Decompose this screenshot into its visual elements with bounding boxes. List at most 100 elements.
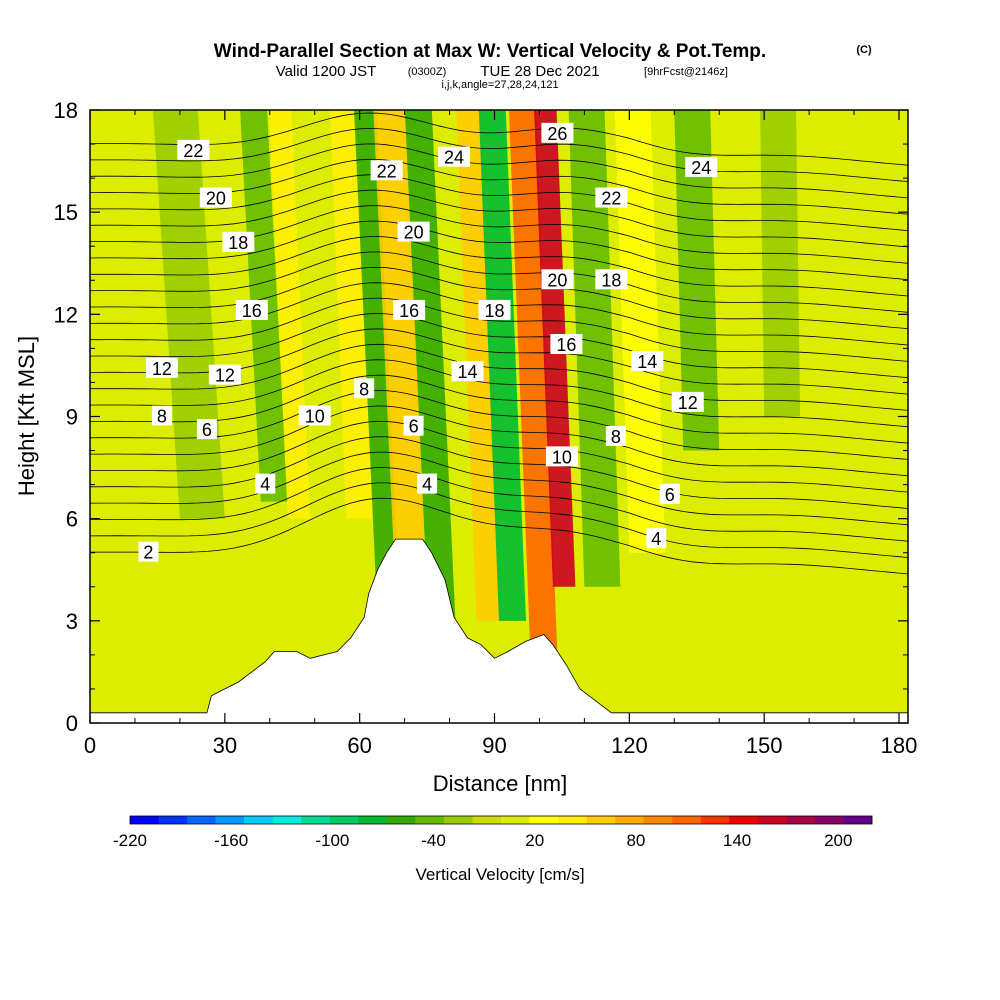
contour-label: 24	[444, 148, 464, 168]
colorbar-swatch	[615, 816, 644, 824]
isentrope-line	[90, 174, 908, 231]
valid-time-utc: (0300Z)	[408, 66, 447, 78]
copyright-mark: (C)	[856, 44, 872, 56]
contour-label-box	[196, 419, 217, 440]
x-tick-label: 150	[746, 733, 783, 758]
colorbar-swatch	[415, 816, 445, 824]
contour-label-box	[595, 187, 628, 208]
contour-label-box	[545, 446, 578, 467]
x-tick-label: 30	[213, 733, 237, 758]
colorbar-swatch	[358, 816, 388, 824]
contour-labels: 22 20 18 16 12 12 8 6 4 2 10 8 22 24 26 20 16 18 14 6 4 20 18 2…	[138, 122, 718, 563]
isentrope-line	[90, 451, 908, 526]
y-axis-title: Height [Kft MSL]	[14, 336, 39, 496]
colorbar-swatch	[643, 816, 673, 824]
colorbar-swatch	[843, 816, 873, 824]
velocity-band	[152, 110, 225, 519]
x-axis-title: Distance [nm]	[433, 771, 568, 796]
contour-label-box	[222, 231, 255, 252]
contour-label-box	[393, 299, 426, 320]
colorbar-swatch	[187, 816, 216, 824]
isentrope-line	[90, 390, 908, 460]
valid-date: TUE 28 Dec 2021	[480, 63, 599, 80]
colorbar: -220 -160 -100 -40 20 80 140 200	[113, 815, 873, 850]
colorbar-swatch	[672, 816, 702, 824]
contour-label-box	[438, 146, 471, 167]
contour-label-box	[298, 405, 331, 426]
isentrope-line	[90, 497, 908, 575]
contour-label-box	[145, 357, 178, 378]
contour-label: 12	[152, 359, 172, 379]
isentrope-line	[90, 482, 908, 558]
contour-label: 20	[404, 223, 424, 243]
y-tick-label: 3	[66, 609, 78, 634]
contour-label-box	[255, 473, 276, 494]
isentrope-line	[90, 374, 908, 444]
forecast-tag: [9hrFcst@2146z]	[644, 66, 728, 78]
contour-label-box	[354, 378, 375, 399]
colorbar-swatch	[814, 816, 844, 824]
contour-label-box	[403, 415, 424, 436]
velocity-band	[508, 110, 558, 655]
velocity-band	[478, 110, 526, 621]
contour-label: 4	[422, 475, 432, 495]
y-tick-label: 9	[66, 405, 78, 430]
colorbar-swatch	[272, 816, 302, 824]
contour-label: 16	[556, 335, 576, 355]
isentrope-line	[90, 266, 908, 330]
isentrope-line	[90, 127, 908, 182]
x-tick-label: 60	[347, 733, 371, 758]
velocity-band	[404, 110, 459, 689]
contour-label-box	[177, 139, 210, 160]
colorbar-frame	[129, 815, 873, 825]
colorbar-swatch	[586, 816, 616, 824]
colorbar-tick-label: 80	[626, 831, 645, 850]
colorbar-swatch	[386, 816, 416, 824]
contour-label-box	[685, 156, 718, 177]
contour-label: 6	[409, 417, 419, 437]
colorbar-tick-label: 200	[824, 831, 852, 850]
isentrope-line	[90, 112, 908, 166]
y-tick-label: 0	[66, 711, 78, 736]
contour-label: 20	[547, 270, 567, 290]
colorbar-tick-label: -40	[421, 831, 446, 850]
colorbar-swatch	[472, 816, 502, 824]
isentrope-line	[90, 297, 908, 362]
contour-label: 18	[228, 233, 248, 253]
velocity-band	[760, 110, 801, 417]
contour-label: 24	[691, 158, 711, 178]
colorbar-swatch	[244, 816, 273, 824]
contour-label: 10	[305, 407, 325, 427]
velocity-band	[354, 110, 401, 621]
axes: 0 30 60 90 120 150 180 0 3 6 9 12 15 18	[54, 98, 918, 758]
contour-label-box	[671, 391, 704, 412]
x-tick-label: 180	[881, 733, 918, 758]
contour-label-box	[605, 425, 626, 446]
contour-label-box	[631, 351, 664, 372]
contour-label-box	[138, 541, 159, 562]
contour-label-box	[646, 528, 667, 549]
x-tick-label: 0	[84, 733, 96, 758]
contour-label: 18	[484, 301, 504, 321]
colorbar-tick-label: -160	[214, 831, 248, 850]
isentrope-line	[90, 436, 908, 509]
y-tick-label: 6	[66, 507, 78, 532]
colorbar-swatch	[215, 816, 245, 824]
contour-label: 8	[157, 407, 167, 427]
isentrope-line	[90, 343, 908, 411]
contour-label-box	[397, 221, 430, 242]
contour-label-box	[550, 333, 583, 354]
contour-label: 12	[215, 366, 235, 386]
contour-label: 12	[678, 393, 698, 413]
x-tick-label: 90	[482, 733, 506, 758]
contour-label: 4	[260, 475, 270, 495]
contour-label-box	[595, 269, 628, 290]
colorbar-swatch	[130, 816, 159, 824]
contour-label: 22	[601, 189, 621, 209]
contour-label: 26	[547, 124, 567, 144]
colorbar-swatch	[501, 816, 530, 824]
contour-label: 2	[143, 543, 153, 563]
colorbar-swatch	[729, 816, 759, 824]
